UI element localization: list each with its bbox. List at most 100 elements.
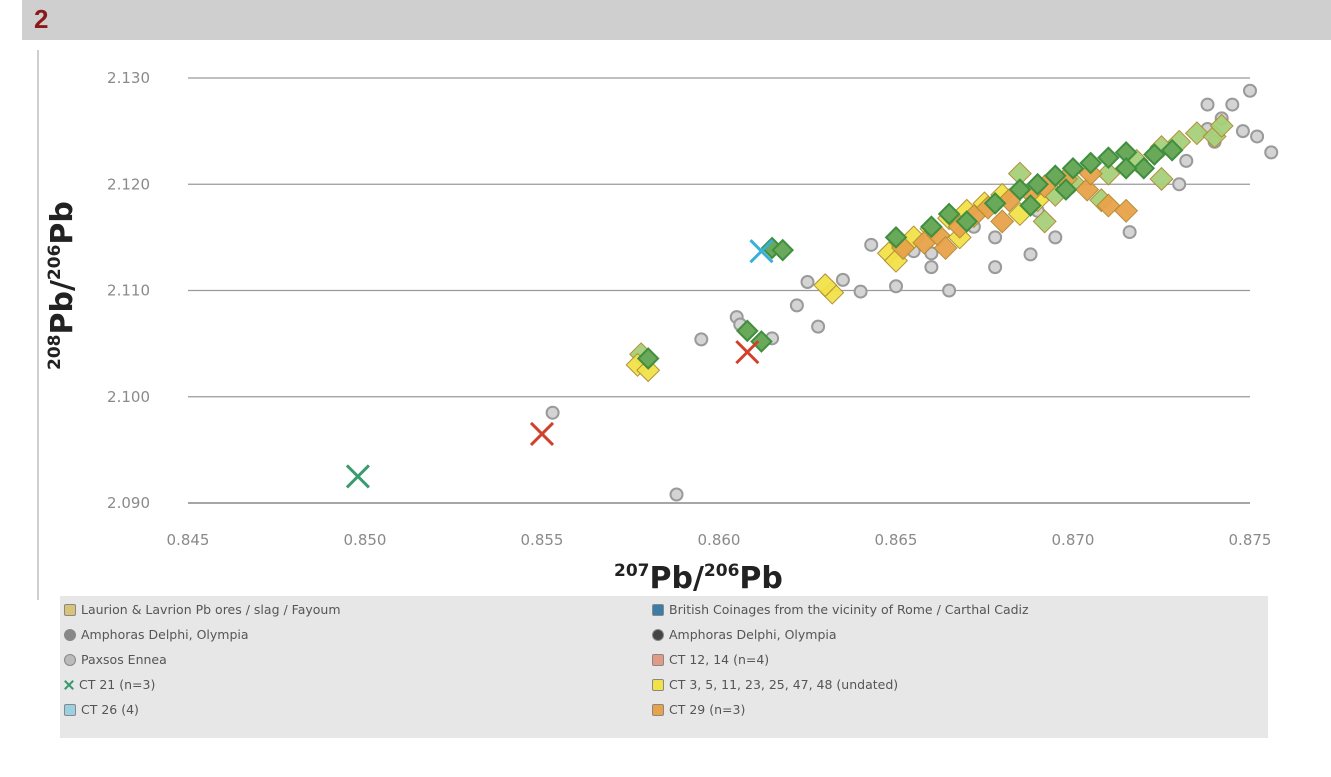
legend-label: CT 26 (4) bbox=[81, 702, 139, 717]
data-point bbox=[942, 283, 957, 298]
legend-label: Paxsos Ennea bbox=[81, 652, 167, 667]
y-tick-label: 2.130 bbox=[107, 69, 150, 87]
legend-item: Amphoras Delphi, Olympia bbox=[652, 627, 837, 642]
legend-swatch bbox=[652, 628, 664, 641]
data-point bbox=[1250, 129, 1265, 144]
legend-item: CT 21 (n=3) bbox=[64, 677, 155, 692]
legend-label: CT 12, 14 (n=4) bbox=[669, 652, 770, 667]
data-point bbox=[1235, 124, 1250, 139]
legend-swatch bbox=[64, 680, 74, 690]
y-tick-label: 2.090 bbox=[107, 494, 150, 512]
data-point bbox=[735, 340, 760, 365]
data-point bbox=[955, 210, 979, 233]
y-tick-label: 2.110 bbox=[107, 282, 150, 300]
data-point bbox=[345, 464, 370, 489]
data-point bbox=[1026, 172, 1049, 196]
data-points bbox=[345, 83, 1279, 502]
legend-swatch bbox=[652, 678, 664, 691]
data-point bbox=[771, 238, 795, 262]
x-tick-labels: 0.845 0.850 0.855 0.860 0.865 0.870 0.875 bbox=[167, 531, 1272, 549]
data-point bbox=[811, 319, 826, 334]
legend-swatch bbox=[652, 603, 664, 616]
data-point bbox=[669, 487, 684, 502]
legend-label: CT 21 (n=3) bbox=[79, 677, 156, 692]
legend-item: CT 12, 14 (n=4) bbox=[652, 652, 769, 667]
legend-item: Paxsos Ennea bbox=[64, 652, 167, 667]
data-point bbox=[1032, 209, 1057, 234]
legend-swatch bbox=[64, 653, 76, 666]
legend-swatch bbox=[64, 628, 76, 641]
data-point bbox=[988, 260, 1003, 275]
data-point bbox=[813, 273, 838, 298]
data-point bbox=[1149, 166, 1174, 191]
y-axis-title: 208Pb/206Pb bbox=[45, 201, 80, 370]
figure-header: 2 bbox=[22, 0, 1331, 40]
data-point bbox=[1184, 121, 1209, 146]
data-point bbox=[1054, 178, 1078, 201]
x-tick-label: 0.850 bbox=[344, 531, 387, 549]
data-point bbox=[1172, 177, 1187, 192]
data-point bbox=[920, 215, 943, 239]
x-axis-title: 207Pb/206Pb bbox=[614, 561, 783, 596]
data-point bbox=[1075, 177, 1100, 202]
legend-item: British Coinages from the vicinity of Ro… bbox=[652, 602, 1029, 617]
data-point bbox=[1114, 198, 1139, 223]
data-point bbox=[750, 330, 773, 353]
legend-swatch bbox=[652, 703, 664, 716]
legend-swatch bbox=[64, 603, 76, 616]
data-point bbox=[694, 332, 709, 347]
data-point bbox=[1023, 247, 1038, 262]
legend-label: Laurion & Lavrion Pb ores / slag / Fayou… bbox=[81, 602, 341, 617]
data-point bbox=[990, 209, 1015, 234]
legend-label: CT 29 (n=3) bbox=[669, 702, 746, 717]
x-tick-label: 0.860 bbox=[698, 531, 741, 549]
x-tick-label: 0.870 bbox=[1052, 531, 1095, 549]
data-point bbox=[636, 358, 661, 383]
legend-item: CT 26 (4) bbox=[64, 702, 139, 717]
legend-item: CT 29 (n=3) bbox=[652, 702, 745, 717]
data-point bbox=[1114, 156, 1138, 180]
data-point bbox=[1061, 156, 1085, 180]
data-point bbox=[1019, 194, 1042, 217]
chart-legend: Laurion & Lavrion Pb ores / slag / Fayou… bbox=[60, 596, 1268, 738]
data-point bbox=[749, 239, 774, 264]
data-point bbox=[636, 347, 660, 370]
data-point bbox=[937, 202, 961, 226]
data-point bbox=[988, 230, 1003, 245]
legend-label: CT 3, 5, 11, 23, 25, 47, 48 (undated) bbox=[669, 677, 899, 692]
legend-item: CT 3, 5, 11, 23, 25, 47, 48 (undated) bbox=[652, 677, 898, 692]
x-tick-label: 0.845 bbox=[167, 531, 210, 549]
legend-label: Amphoras Delphi, Olympia bbox=[669, 627, 837, 642]
data-point bbox=[529, 421, 555, 446]
data-point bbox=[1043, 164, 1067, 188]
data-point bbox=[1007, 161, 1032, 186]
data-point bbox=[1096, 161, 1121, 186]
data-point bbox=[889, 279, 903, 294]
x-tick-label: 0.875 bbox=[1229, 531, 1272, 549]
data-point bbox=[1048, 230, 1063, 245]
data-point bbox=[1122, 225, 1137, 240]
data-point bbox=[835, 272, 850, 287]
data-point bbox=[800, 275, 815, 289]
y-tick-label: 2.100 bbox=[107, 388, 150, 406]
figure-number: 2 bbox=[34, 4, 49, 34]
data-point bbox=[1243, 83, 1257, 98]
data-point bbox=[545, 405, 560, 420]
grid-lines bbox=[37, 50, 1250, 600]
x-tick-label: 0.855 bbox=[521, 531, 564, 549]
data-point bbox=[1132, 156, 1156, 180]
legend-label: British Coinages from the vicinity of Ro… bbox=[669, 602, 1029, 617]
data-point bbox=[1097, 146, 1120, 170]
data-point bbox=[736, 319, 759, 343]
data-point bbox=[1200, 97, 1215, 112]
data-point bbox=[1209, 113, 1234, 138]
legend-item: Amphoras Delphi, Olympia bbox=[64, 627, 249, 642]
data-point bbox=[789, 298, 804, 313]
legend-label: Amphoras Delphi, Olympia bbox=[81, 627, 249, 642]
data-point bbox=[933, 235, 958, 261]
data-point bbox=[1114, 141, 1138, 164]
x-tick-label: 0.865 bbox=[875, 531, 918, 549]
data-point bbox=[983, 192, 1007, 215]
data-point bbox=[1096, 193, 1121, 218]
legend-item: Laurion & Lavrion Pb ores / slag / Fayou… bbox=[64, 602, 341, 617]
